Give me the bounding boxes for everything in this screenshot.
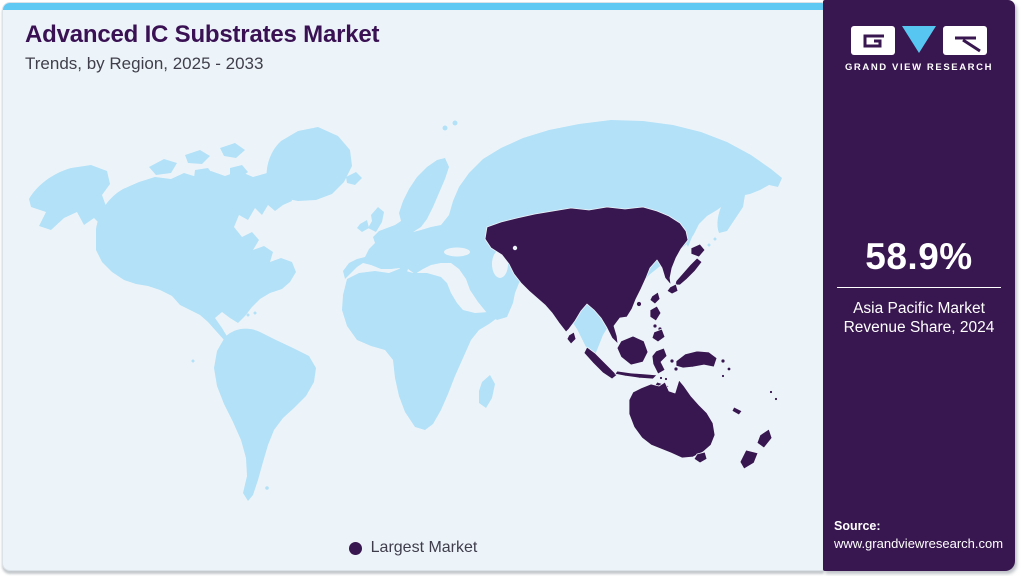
source-block: Source: www.grandviewresearch.com <box>834 517 1003 554</box>
japan-hokkaido <box>690 243 706 258</box>
sidebar: GRAND VIEW RESEARCH 58.9% Asia Pacific M… <box>823 0 1015 571</box>
continent-north-america <box>29 127 352 353</box>
borneo <box>616 335 649 366</box>
ireland <box>357 220 369 232</box>
logo-triangle-v-icon <box>902 26 936 53</box>
sulawesi <box>651 347 668 375</box>
java <box>614 370 658 380</box>
largest-market-dot <box>348 541 362 555</box>
cuba <box>219 306 242 315</box>
stat-caption-line1: Asia Pacific Market <box>853 300 985 317</box>
madagascar <box>479 375 495 408</box>
tasmania <box>693 451 708 464</box>
lake-balkhash <box>512 245 518 251</box>
new-caledonia <box>731 406 743 416</box>
page-title: Advanced IC Substrates Market <box>25 21 380 48</box>
world-map <box>29 120 782 501</box>
map-card: Advanced IC Substrates Market Trends, by… <box>2 2 824 571</box>
new-zealand-south <box>739 449 759 470</box>
top-accent-bar <box>3 3 823 10</box>
north-america-mainland <box>96 171 296 353</box>
kamchatka <box>717 192 745 233</box>
australia <box>628 379 716 459</box>
asia-mainland <box>484 206 689 345</box>
philippines-mindanao <box>651 328 666 343</box>
legend-label: Largest Market <box>370 539 478 556</box>
source-label: Source: <box>834 519 881 534</box>
gvr-logo: GRAND VIEW RESEARCH <box>823 26 1015 73</box>
greenland <box>266 127 352 201</box>
source-url: www.grandviewresearch.com <box>834 536 1004 552</box>
header: Advanced IC Substrates Market Trends, by… <box>25 21 380 74</box>
page-subtitle: Trends, by Region, 2025 - 2033 <box>25 54 264 73</box>
continent-south-america <box>191 328 316 501</box>
sri-lanka <box>566 331 577 345</box>
map-legend: Largest Market <box>3 539 823 557</box>
hainan <box>636 301 642 307</box>
stat-block: 58.9% Asia Pacific Market Revenue Share,… <box>823 236 1015 338</box>
new-zealand-north <box>756 428 773 449</box>
philippines-luzon <box>649 305 662 322</box>
sumatra <box>583 346 618 380</box>
continent-africa <box>342 269 500 430</box>
logo-letter-r-icon <box>943 26 987 55</box>
stat-divider <box>837 287 1001 288</box>
logo-letter-g-icon <box>851 26 895 55</box>
black-sea <box>444 247 470 257</box>
stat-value: 58.9% <box>865 236 973 277</box>
united-kingdom <box>368 207 384 232</box>
new-guinea <box>675 350 718 369</box>
taiwan <box>649 291 661 305</box>
japan-honshu <box>674 257 703 286</box>
alaska <box>29 165 114 230</box>
japan-kyushu <box>666 283 679 295</box>
iceland <box>346 172 362 185</box>
brand-name: GRAND VIEW RESEARCH <box>844 62 994 73</box>
stat-caption: Asia Pacific Market Revenue Share, 2024 <box>823 299 1015 338</box>
stat-caption-line2: Revenue Share, 2024 <box>843 319 995 337</box>
region-asia-pacific <box>484 206 778 470</box>
